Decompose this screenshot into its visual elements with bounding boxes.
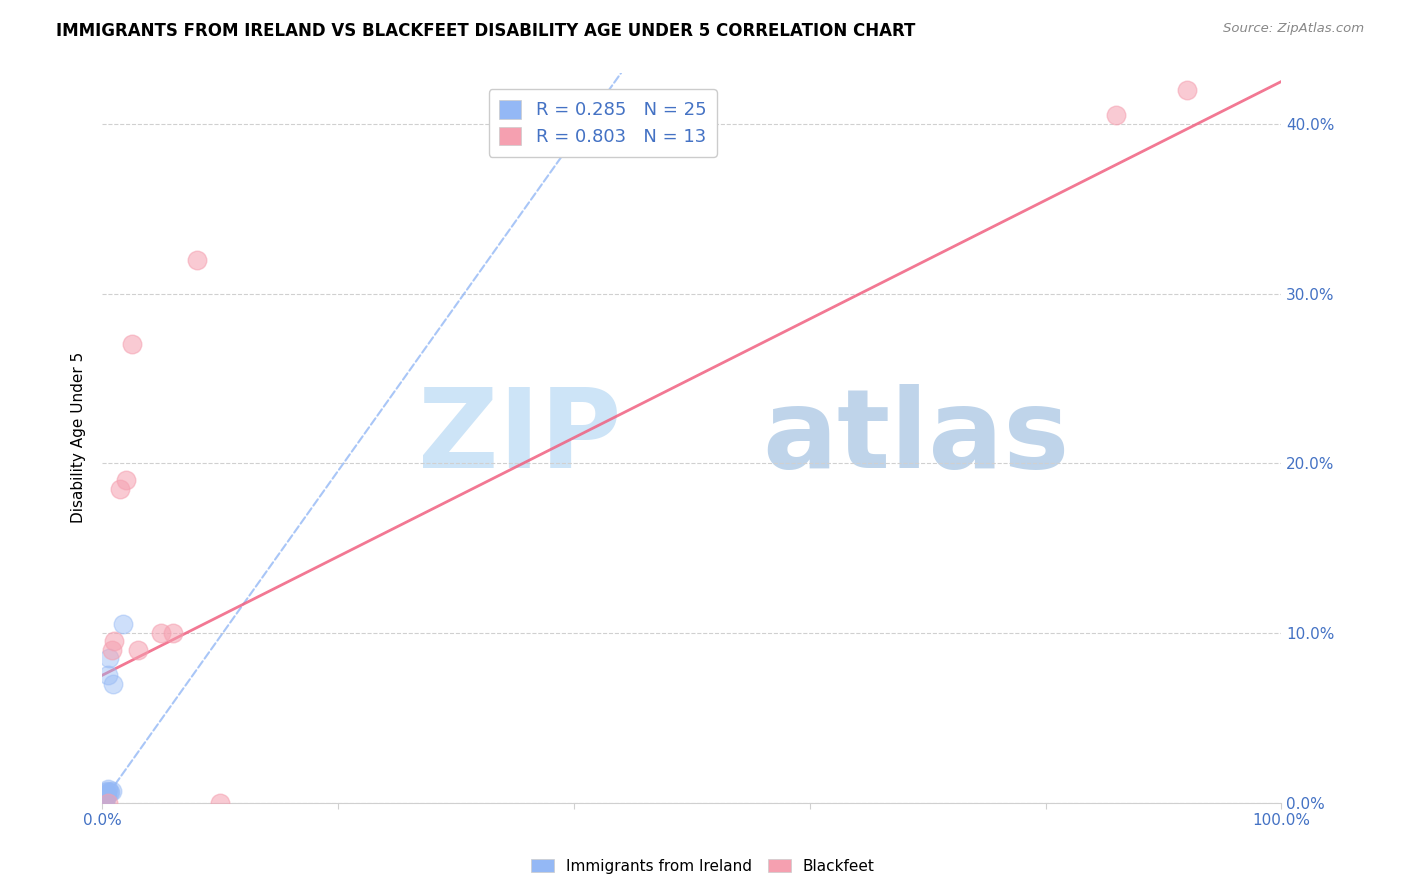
- Point: [93, 792, 115, 806]
- Point: [114, 473, 136, 487]
- Point: [150, 625, 173, 640]
- Point: [94, 789, 117, 803]
- Legend: R = 0.285   N = 25, R = 0.803   N = 13: R = 0.285 N = 25, R = 0.803 N = 13: [488, 89, 717, 157]
- Point: [94, 787, 117, 801]
- Point: [98, 651, 121, 665]
- Point: [93, 796, 115, 810]
- Point: [209, 796, 232, 810]
- Point: [93, 796, 115, 810]
- Point: [1105, 108, 1128, 122]
- Point: [93, 796, 115, 810]
- Point: [103, 634, 125, 648]
- Point: [93, 794, 115, 808]
- Point: [97, 781, 120, 796]
- Point: [94, 785, 117, 799]
- Point: [93, 792, 115, 806]
- Point: [96, 783, 118, 797]
- Point: [112, 617, 135, 632]
- Point: [93, 794, 115, 808]
- Y-axis label: Disability Age Under 5: Disability Age Under 5: [72, 352, 86, 524]
- Point: [162, 625, 184, 640]
- Point: [186, 252, 208, 267]
- Legend: Immigrants from Ireland, Blackfeet: Immigrants from Ireland, Blackfeet: [526, 853, 880, 880]
- Point: [93, 794, 115, 808]
- Point: [1175, 83, 1198, 97]
- Point: [93, 796, 115, 810]
- Text: atlas: atlas: [762, 384, 1070, 491]
- Point: [108, 482, 131, 496]
- Point: [127, 643, 149, 657]
- Point: [93, 789, 115, 803]
- Text: ZIP: ZIP: [418, 384, 621, 491]
- Point: [101, 677, 124, 691]
- Text: Source: ZipAtlas.com: Source: ZipAtlas.com: [1223, 22, 1364, 36]
- Point: [100, 783, 122, 797]
- Point: [98, 785, 121, 799]
- Text: IMMIGRANTS FROM IRELAND VS BLACKFEET DISABILITY AGE UNDER 5 CORRELATION CHART: IMMIGRANTS FROM IRELAND VS BLACKFEET DIS…: [56, 22, 915, 40]
- Point: [96, 787, 118, 801]
- Point: [93, 790, 115, 805]
- Point: [97, 668, 120, 682]
- Point: [100, 643, 122, 657]
- Point: [100, 785, 122, 799]
- Point: [121, 337, 143, 351]
- Point: [94, 790, 117, 805]
- Point: [97, 796, 120, 810]
